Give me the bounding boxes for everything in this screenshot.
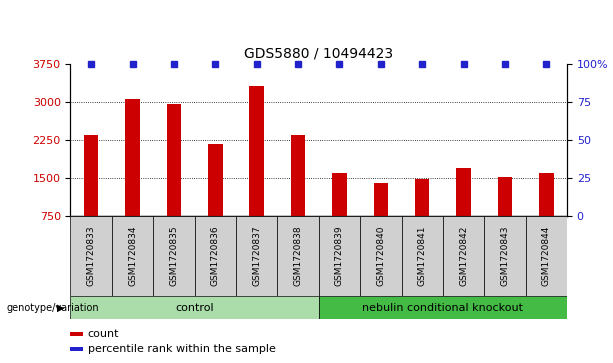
Bar <box>153 216 195 296</box>
Text: GSM1720838: GSM1720838 <box>294 225 303 286</box>
Bar <box>402 216 443 296</box>
Bar <box>70 296 319 319</box>
Text: GSM1720839: GSM1720839 <box>335 225 344 286</box>
Bar <box>70 332 83 336</box>
Bar <box>195 216 236 296</box>
Bar <box>332 173 347 216</box>
Text: GSM1720833: GSM1720833 <box>86 225 96 286</box>
Bar <box>70 216 112 296</box>
Bar <box>360 216 402 296</box>
Bar <box>167 104 181 216</box>
Bar <box>415 179 430 216</box>
Bar <box>291 135 305 216</box>
Text: percentile rank within the sample: percentile rank within the sample <box>88 344 276 354</box>
Text: GSM1720841: GSM1720841 <box>417 226 427 286</box>
Bar <box>125 99 140 216</box>
Bar <box>526 216 567 296</box>
Bar <box>112 216 153 296</box>
Bar <box>498 177 512 216</box>
Bar <box>443 216 484 296</box>
Bar <box>539 173 554 216</box>
Text: GSM1720836: GSM1720836 <box>211 225 220 286</box>
Bar <box>456 168 471 216</box>
Text: GSM1720837: GSM1720837 <box>252 225 261 286</box>
Text: ▶: ▶ <box>57 303 64 313</box>
Title: GDS5880 / 10494423: GDS5880 / 10494423 <box>244 47 394 61</box>
Text: GSM1720843: GSM1720843 <box>500 226 509 286</box>
Text: GSM1720842: GSM1720842 <box>459 226 468 286</box>
Bar <box>249 86 264 216</box>
Bar <box>70 347 83 351</box>
Text: GSM1720834: GSM1720834 <box>128 226 137 286</box>
Bar <box>208 144 223 216</box>
Text: GSM1720844: GSM1720844 <box>542 226 551 286</box>
Text: count: count <box>88 329 120 339</box>
Text: genotype/variation: genotype/variation <box>6 303 99 313</box>
Bar <box>319 216 360 296</box>
Text: nebulin conditional knockout: nebulin conditional knockout <box>362 303 524 313</box>
Bar <box>319 296 567 319</box>
Text: GSM1720840: GSM1720840 <box>376 226 386 286</box>
Bar <box>373 183 388 216</box>
Bar <box>484 216 526 296</box>
Text: control: control <box>175 303 214 313</box>
Bar <box>277 216 319 296</box>
Text: GSM1720835: GSM1720835 <box>169 225 178 286</box>
Bar <box>84 135 99 216</box>
Bar <box>236 216 277 296</box>
